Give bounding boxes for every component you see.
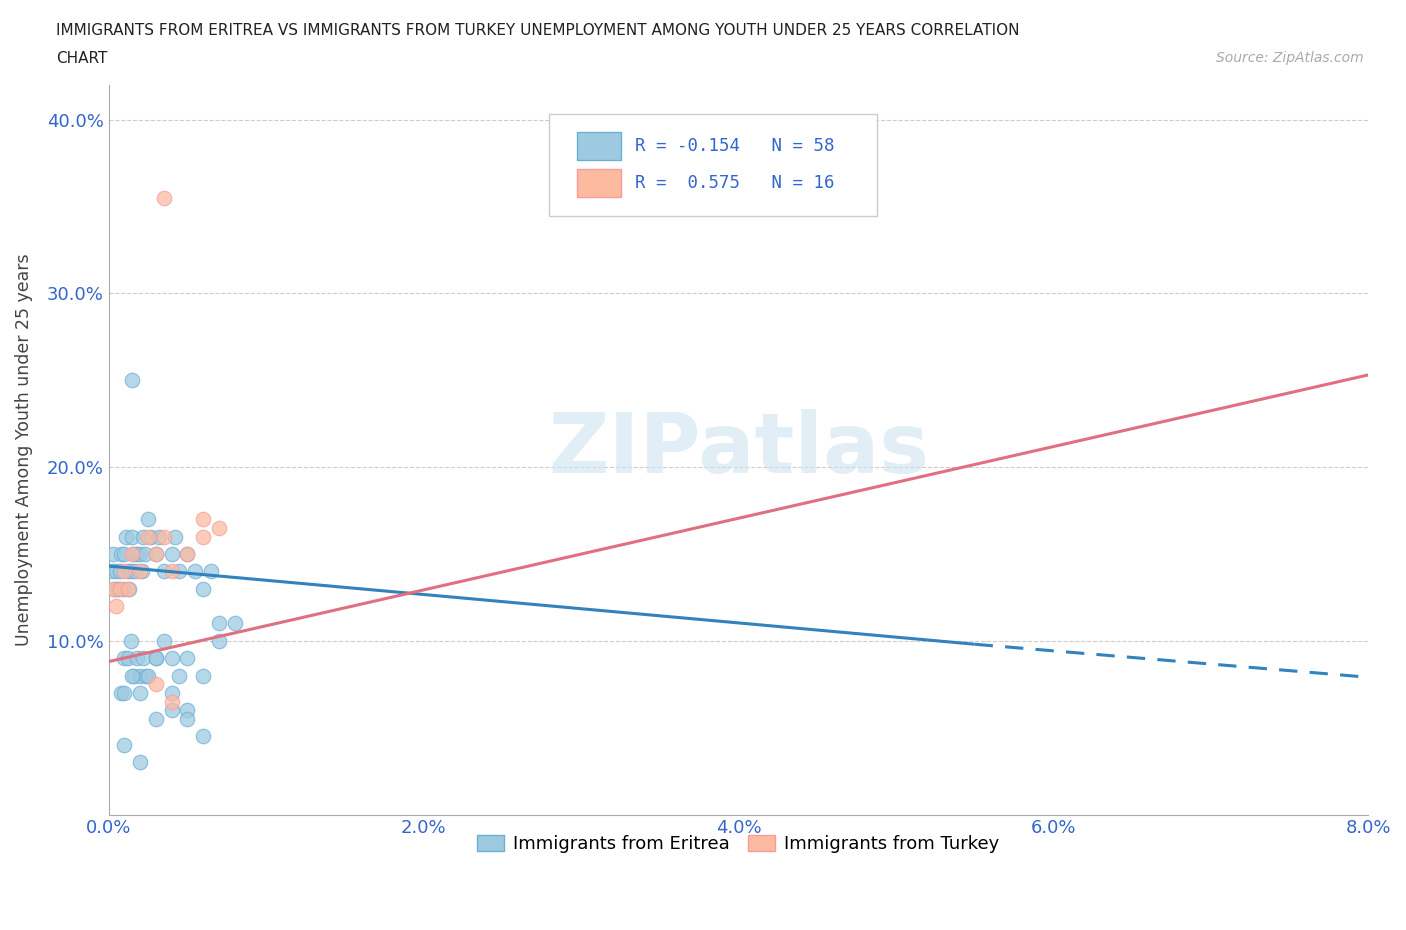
Point — [129, 668, 152, 683]
Point — [139, 529, 162, 544]
Point — [200, 564, 222, 578]
Point — [111, 581, 134, 596]
Point — [160, 703, 183, 718]
Point — [129, 685, 152, 700]
Text: ZIPatlas: ZIPatlas — [548, 409, 929, 490]
Point — [129, 547, 152, 562]
Point — [160, 651, 183, 666]
Point — [191, 668, 214, 683]
Point — [208, 616, 231, 631]
Point — [108, 564, 131, 578]
Point — [136, 529, 159, 544]
Point — [208, 633, 231, 648]
Bar — [578, 132, 621, 160]
Point — [132, 529, 155, 544]
Point — [122, 547, 145, 562]
Point — [176, 547, 198, 562]
Point — [110, 547, 132, 562]
Point — [176, 651, 198, 666]
Point — [191, 729, 214, 744]
Point — [145, 651, 167, 666]
Text: IMMIGRANTS FROM ERITREA VS IMMIGRANTS FROM TURKEY UNEMPLOYMENT AMONG YOUTH UNDER: IMMIGRANTS FROM ERITREA VS IMMIGRANTS FR… — [56, 23, 1019, 38]
Point — [169, 668, 191, 683]
Point — [100, 564, 122, 578]
Point — [103, 547, 125, 562]
Point — [145, 651, 167, 666]
Point — [107, 581, 129, 596]
Point — [112, 737, 135, 752]
Point — [105, 599, 128, 614]
Point — [129, 564, 152, 578]
Text: R =  0.575   N = 16: R = 0.575 N = 16 — [636, 174, 835, 193]
Point — [176, 711, 198, 726]
Point — [148, 529, 170, 544]
Point — [110, 685, 132, 700]
Point — [125, 651, 148, 666]
Point — [145, 547, 167, 562]
Point — [132, 651, 155, 666]
Point — [121, 529, 143, 544]
Point — [124, 564, 146, 578]
Point — [131, 564, 153, 578]
Y-axis label: Unemployment Among Youth under 25 years: Unemployment Among Youth under 25 years — [15, 253, 32, 646]
Point — [184, 564, 207, 578]
Point — [117, 651, 139, 666]
Point — [120, 564, 142, 578]
Point — [121, 668, 143, 683]
Point — [120, 633, 142, 648]
Point — [176, 703, 198, 718]
Point — [163, 529, 186, 544]
FancyBboxPatch shape — [550, 114, 877, 216]
Point — [152, 633, 174, 648]
Point — [152, 564, 174, 578]
Point — [129, 755, 152, 770]
Point — [121, 373, 143, 388]
Point — [145, 547, 167, 562]
Point — [134, 547, 156, 562]
Point — [191, 512, 214, 526]
Text: Source: ZipAtlas.com: Source: ZipAtlas.com — [1216, 51, 1364, 65]
Point — [136, 512, 159, 526]
Point — [117, 564, 139, 578]
Point — [103, 581, 125, 596]
Point — [191, 529, 214, 544]
Point — [191, 581, 214, 596]
Point — [160, 547, 183, 562]
Text: R = -0.154   N = 58: R = -0.154 N = 58 — [636, 137, 835, 155]
Point — [112, 651, 135, 666]
Point — [145, 711, 167, 726]
Point — [121, 547, 143, 562]
Point — [152, 191, 174, 206]
Point — [160, 564, 183, 578]
Point — [160, 694, 183, 709]
Point — [115, 529, 138, 544]
Point — [112, 547, 135, 562]
Point — [112, 685, 135, 700]
Point — [104, 581, 127, 596]
Point — [112, 564, 135, 578]
Point — [135, 668, 157, 683]
Point — [136, 668, 159, 683]
Point — [208, 521, 231, 536]
Point — [125, 547, 148, 562]
Point — [105, 564, 128, 578]
Point — [122, 668, 145, 683]
Point — [160, 685, 183, 700]
Point — [152, 529, 174, 544]
Point — [118, 581, 141, 596]
Point — [169, 564, 191, 578]
Point — [224, 616, 246, 631]
Point — [145, 677, 167, 692]
Point — [117, 581, 139, 596]
Legend: Immigrants from Eritrea, Immigrants from Turkey: Immigrants from Eritrea, Immigrants from… — [470, 828, 1007, 860]
Point — [176, 547, 198, 562]
Text: CHART: CHART — [56, 51, 108, 66]
Point — [108, 581, 131, 596]
Bar — [578, 169, 621, 197]
